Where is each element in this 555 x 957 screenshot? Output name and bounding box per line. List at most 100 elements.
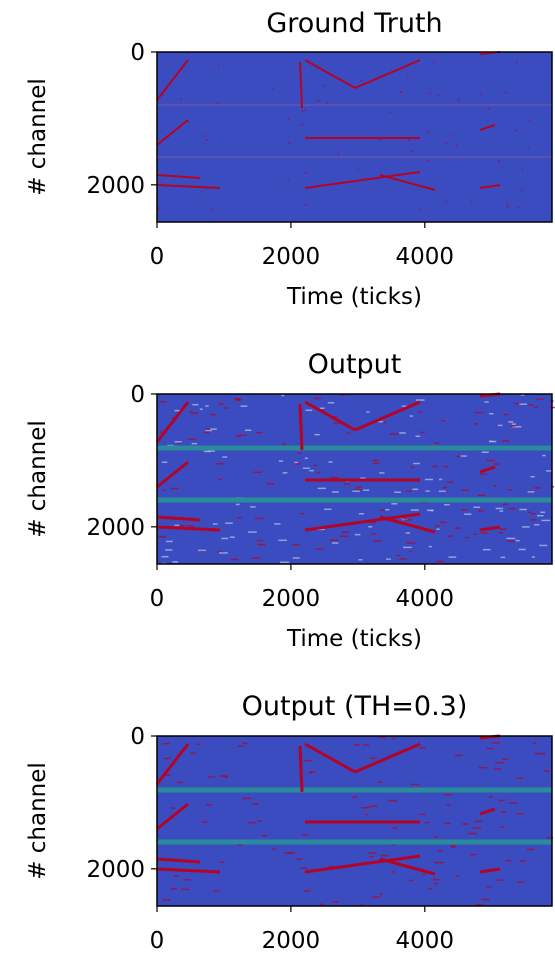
noise: [437, 850, 443, 852]
noise: [172, 561, 179, 563]
noise: [337, 152, 340, 155]
noise: [309, 469, 314, 472]
noise: [215, 462, 224, 465]
noise: [330, 476, 339, 479]
noise: [496, 879, 504, 881]
noise: [191, 412, 199, 414]
noise: [224, 407, 229, 409]
noise: [287, 118, 290, 121]
x-tick-label: 4000: [396, 928, 455, 953]
noise: [516, 61, 519, 63]
noise: [516, 813, 524, 815]
noise: [539, 544, 548, 547]
noise: [242, 742, 248, 745]
noise: [500, 556, 506, 559]
noise: [444, 822, 451, 825]
noise: [493, 768, 502, 770]
noise: [206, 804, 213, 806]
noise: [527, 491, 535, 493]
noise: [405, 532, 411, 534]
noise: [435, 560, 445, 563]
noise: [455, 144, 458, 146]
noise: [170, 487, 179, 490]
noise: [235, 435, 241, 437]
noise: [261, 835, 268, 837]
band: [157, 839, 552, 845]
noise: [516, 777, 523, 780]
noise: [409, 879, 414, 882]
noise: [170, 807, 176, 809]
noise: [164, 757, 171, 760]
noise: [234, 397, 241, 400]
noise: [508, 507, 516, 510]
y-axis-label: # channel: [25, 78, 51, 196]
noise: [203, 450, 211, 453]
noise: [502, 439, 510, 442]
noise: [304, 109, 307, 111]
noise: [427, 131, 430, 134]
noise: [433, 442, 440, 444]
track: [479, 525, 501, 532]
noise: [358, 513, 365, 515]
track: [156, 59, 189, 101]
noise: [479, 93, 482, 95]
noise: [391, 737, 396, 740]
noise: [366, 411, 370, 413]
noise: [271, 848, 276, 851]
noise: [280, 561, 290, 564]
noise: [386, 558, 391, 560]
noise: [186, 525, 195, 527]
noise: [542, 454, 546, 457]
noise: [255, 539, 264, 542]
noise: [218, 403, 225, 405]
noise: [541, 519, 551, 522]
track: [304, 59, 356, 89]
noise: [405, 490, 412, 492]
noise: [341, 394, 345, 396]
noise: [240, 405, 248, 407]
noise: [462, 823, 469, 825]
noise: [439, 521, 447, 524]
noise: [372, 459, 379, 462]
noise: [486, 747, 493, 750]
noise: [477, 510, 485, 512]
noise: [369, 521, 376, 524]
noise: [399, 91, 402, 94]
noise: [465, 536, 469, 539]
track: [304, 512, 421, 532]
noise: [305, 409, 313, 412]
noise: [326, 102, 329, 104]
noise: [177, 781, 184, 784]
noise: [474, 820, 483, 823]
noise: [251, 557, 260, 559]
noise: [434, 525, 440, 527]
track: [479, 184, 501, 189]
noise: [278, 539, 287, 542]
noise: [511, 423, 516, 425]
noise: [497, 159, 500, 162]
noise: [455, 875, 460, 878]
noise: [472, 827, 481, 829]
noise: [436, 94, 439, 97]
noise: [486, 459, 495, 462]
noise: [296, 858, 303, 860]
noise: [368, 852, 377, 854]
noise: [412, 488, 419, 491]
noise: [432, 878, 440, 881]
noise: [403, 546, 412, 549]
noise: [354, 744, 360, 746]
noise: [391, 503, 398, 505]
noise: [158, 207, 161, 209]
y-tick-label: 0: [130, 40, 145, 66]
noise: [514, 402, 522, 405]
noise: [313, 397, 322, 400]
noise: [308, 772, 312, 774]
y-axis-label: # channel: [25, 762, 51, 880]
noise: [506, 537, 516, 540]
noise: [303, 890, 311, 892]
noise: [302, 834, 309, 836]
noise: [464, 513, 472, 515]
noise: [399, 432, 406, 434]
noise: [225, 522, 233, 524]
noise: [517, 881, 525, 883]
